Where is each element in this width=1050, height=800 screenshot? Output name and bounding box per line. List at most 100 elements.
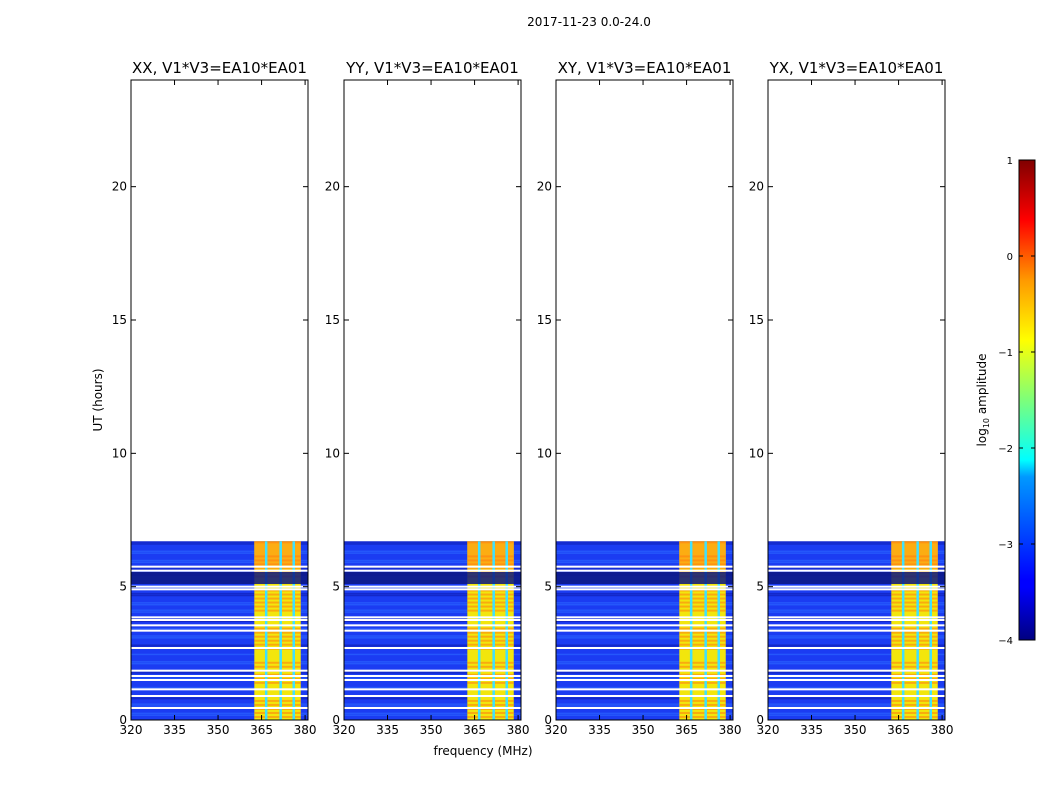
noise-texture bbox=[556, 661, 733, 663]
dark-band bbox=[131, 572, 308, 584]
x-tick-label: 350 bbox=[844, 723, 867, 737]
signal-texture bbox=[679, 589, 726, 592]
signal-texture bbox=[891, 601, 938, 604]
signal-texture bbox=[679, 681, 726, 684]
panel-title: YY, V1*V3=EA10*EA01 bbox=[345, 59, 519, 77]
noise-texture bbox=[768, 644, 945, 646]
signal-texture bbox=[254, 665, 301, 668]
noise-texture bbox=[131, 705, 308, 707]
signal-texture bbox=[254, 677, 301, 680]
signal-texture bbox=[467, 681, 514, 684]
colorbar-tick-label: 1 bbox=[1007, 156, 1013, 167]
noise-texture bbox=[768, 653, 945, 656]
noise-texture bbox=[344, 609, 521, 611]
noise-texture bbox=[344, 543, 521, 545]
noise-texture bbox=[556, 653, 733, 656]
colorbar-tick-label: −4 bbox=[998, 636, 1013, 647]
signal-texture bbox=[254, 627, 301, 630]
signal-texture bbox=[254, 567, 301, 570]
y-tick-label: 5 bbox=[119, 580, 127, 594]
axes-frame bbox=[343, 79, 522, 721]
noise-texture bbox=[344, 697, 521, 700]
noise-texture bbox=[768, 705, 945, 707]
signal-texture bbox=[891, 559, 938, 562]
signal-texture bbox=[679, 559, 726, 562]
signal-texture bbox=[891, 555, 938, 558]
noise-texture bbox=[131, 686, 308, 689]
noise-texture bbox=[556, 714, 733, 716]
signal-texture bbox=[254, 609, 301, 612]
colorbar-label: log10 amplitude bbox=[975, 354, 991, 447]
noise-texture bbox=[131, 550, 308, 553]
noise-texture bbox=[131, 677, 308, 680]
flagged-row bbox=[131, 647, 308, 649]
y-tick-label: 0 bbox=[756, 713, 764, 727]
noise-texture bbox=[344, 620, 521, 623]
y-tick-label: 15 bbox=[749, 313, 764, 327]
noise-texture bbox=[131, 653, 308, 656]
signal-texture bbox=[254, 593, 301, 596]
y-tick-label: 20 bbox=[537, 180, 552, 194]
noise-texture bbox=[344, 602, 521, 604]
signal-texture bbox=[467, 715, 514, 718]
dark-band bbox=[768, 572, 945, 584]
flagged-row bbox=[344, 585, 521, 588]
panels: 320 335 350 365 380 0 5 10 15 20 XX, V1*V3=EA10*EA… bbox=[112, 59, 954, 737]
flagged-row bbox=[344, 695, 521, 697]
colorbar-tick-label: 0 bbox=[1007, 252, 1013, 263]
signal-texture bbox=[679, 593, 726, 596]
noise-texture bbox=[344, 567, 521, 569]
flagged-row bbox=[131, 688, 308, 691]
noise-texture bbox=[556, 620, 733, 623]
signal-texture bbox=[679, 665, 726, 668]
flagged-row bbox=[131, 669, 308, 672]
signal-texture bbox=[679, 643, 726, 646]
noise-texture bbox=[768, 635, 945, 637]
flagged-row bbox=[131, 695, 308, 697]
y-tick-label: 20 bbox=[325, 180, 340, 194]
noise-texture bbox=[768, 543, 945, 545]
flagged-row bbox=[768, 669, 945, 672]
signal-texture bbox=[891, 699, 938, 702]
dark-band bbox=[556, 572, 733, 584]
y-tick-label: 5 bbox=[756, 580, 764, 594]
signal-texture bbox=[891, 661, 938, 664]
noise-texture bbox=[344, 561, 521, 564]
signal-texture bbox=[891, 631, 938, 634]
signal-texture bbox=[891, 681, 938, 684]
x-tick-label: 380 bbox=[931, 723, 954, 737]
axes-frame bbox=[767, 79, 946, 721]
noise-texture bbox=[556, 602, 733, 604]
noise-texture bbox=[768, 661, 945, 663]
flagged-row bbox=[768, 629, 945, 632]
flagged-row bbox=[344, 569, 521, 572]
flagged-row bbox=[768, 707, 945, 709]
signal-texture bbox=[467, 665, 514, 668]
signal-texture bbox=[254, 703, 301, 706]
noise-texture bbox=[556, 703, 733, 705]
signal-texture bbox=[467, 699, 514, 702]
x-tick-label: 335 bbox=[800, 723, 823, 737]
signal-texture bbox=[679, 699, 726, 702]
signal-texture bbox=[679, 661, 726, 664]
signal-texture bbox=[679, 677, 726, 680]
noise-texture bbox=[344, 672, 521, 674]
signal-texture bbox=[679, 627, 726, 630]
flagged-row bbox=[344, 688, 521, 691]
panel-title: YX, V1*V3=EA10*EA01 bbox=[769, 59, 944, 77]
x-tick-label: 320 bbox=[757, 723, 780, 737]
signal-texture bbox=[679, 567, 726, 570]
noise-texture bbox=[556, 637, 733, 639]
signal-texture bbox=[467, 609, 514, 612]
noise-texture bbox=[768, 637, 945, 639]
flagged-row bbox=[556, 588, 733, 591]
signal-texture bbox=[467, 563, 514, 566]
noise-texture bbox=[131, 644, 308, 646]
x-tick-label: 380 bbox=[719, 723, 742, 737]
noise-texture bbox=[556, 559, 733, 562]
signal-texture bbox=[467, 643, 514, 646]
x-tick-label: 365 bbox=[675, 723, 698, 737]
flagged-row bbox=[344, 647, 521, 649]
flagged-row bbox=[556, 619, 733, 621]
